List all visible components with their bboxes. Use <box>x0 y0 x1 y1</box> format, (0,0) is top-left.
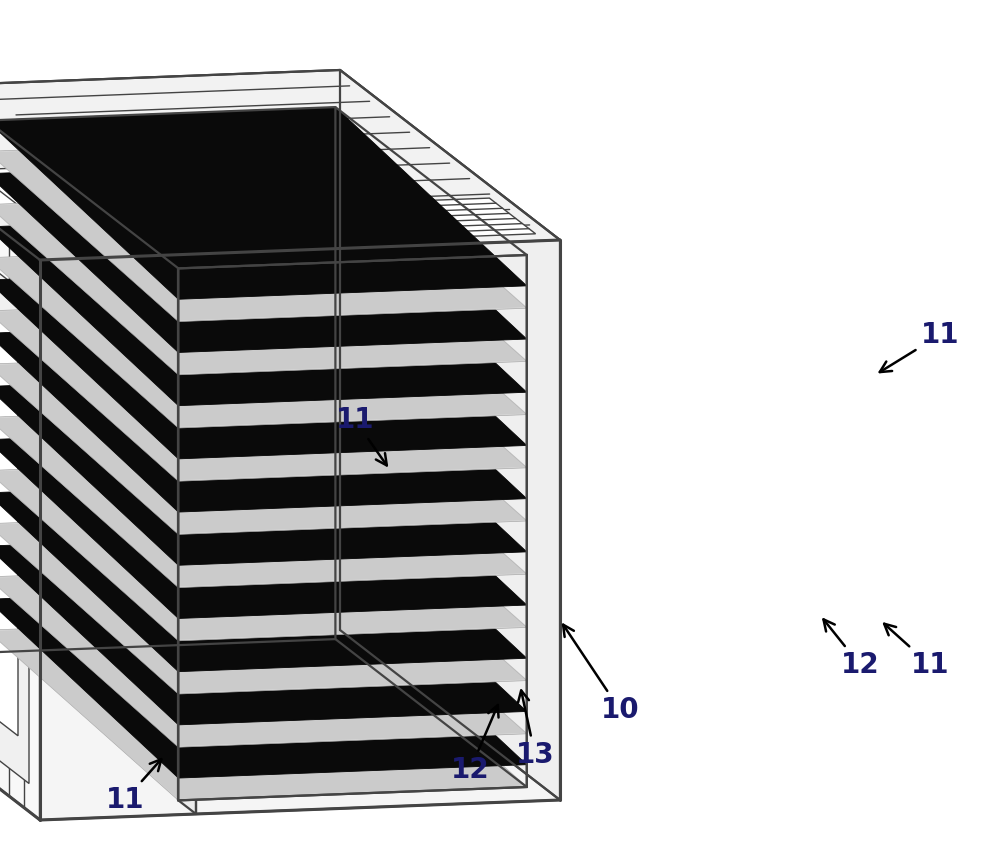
Polygon shape <box>287 198 536 242</box>
Polygon shape <box>40 254 196 551</box>
Polygon shape <box>0 213 527 406</box>
Polygon shape <box>0 90 40 820</box>
Polygon shape <box>0 511 527 694</box>
Polygon shape <box>0 373 527 565</box>
Polygon shape <box>0 203 29 784</box>
Polygon shape <box>0 298 527 480</box>
Polygon shape <box>0 108 527 299</box>
Polygon shape <box>0 616 527 800</box>
Polygon shape <box>0 618 527 799</box>
Polygon shape <box>0 256 18 736</box>
Polygon shape <box>0 457 527 641</box>
Text: 11: 11 <box>106 759 161 814</box>
Polygon shape <box>0 532 527 725</box>
Polygon shape <box>0 160 527 353</box>
Polygon shape <box>0 352 527 533</box>
Polygon shape <box>340 70 560 800</box>
Polygon shape <box>0 351 527 534</box>
Polygon shape <box>0 297 527 481</box>
Text: 11: 11 <box>884 623 949 679</box>
Polygon shape <box>0 244 527 428</box>
Text: 12: 12 <box>823 619 879 679</box>
Text: 11: 11 <box>880 321 959 372</box>
Polygon shape <box>178 240 196 814</box>
Text: 11: 11 <box>336 406 387 466</box>
Polygon shape <box>0 404 527 588</box>
Polygon shape <box>0 166 163 245</box>
Polygon shape <box>0 405 527 587</box>
Polygon shape <box>0 192 527 374</box>
Polygon shape <box>0 191 527 375</box>
Polygon shape <box>0 512 527 693</box>
Polygon shape <box>0 564 527 746</box>
Polygon shape <box>22 531 196 551</box>
Polygon shape <box>0 138 527 322</box>
Polygon shape <box>0 427 527 618</box>
Polygon shape <box>0 459 527 640</box>
Text: 12: 12 <box>451 705 499 784</box>
Polygon shape <box>40 240 560 820</box>
Polygon shape <box>0 178 126 236</box>
Polygon shape <box>0 70 560 260</box>
Polygon shape <box>0 564 527 747</box>
Text: 10: 10 <box>563 624 639 724</box>
Polygon shape <box>0 139 527 321</box>
Polygon shape <box>0 479 527 672</box>
Polygon shape <box>0 267 527 459</box>
Text: 13: 13 <box>516 690 554 769</box>
Polygon shape <box>0 320 527 512</box>
Polygon shape <box>0 245 527 427</box>
Polygon shape <box>0 586 527 778</box>
